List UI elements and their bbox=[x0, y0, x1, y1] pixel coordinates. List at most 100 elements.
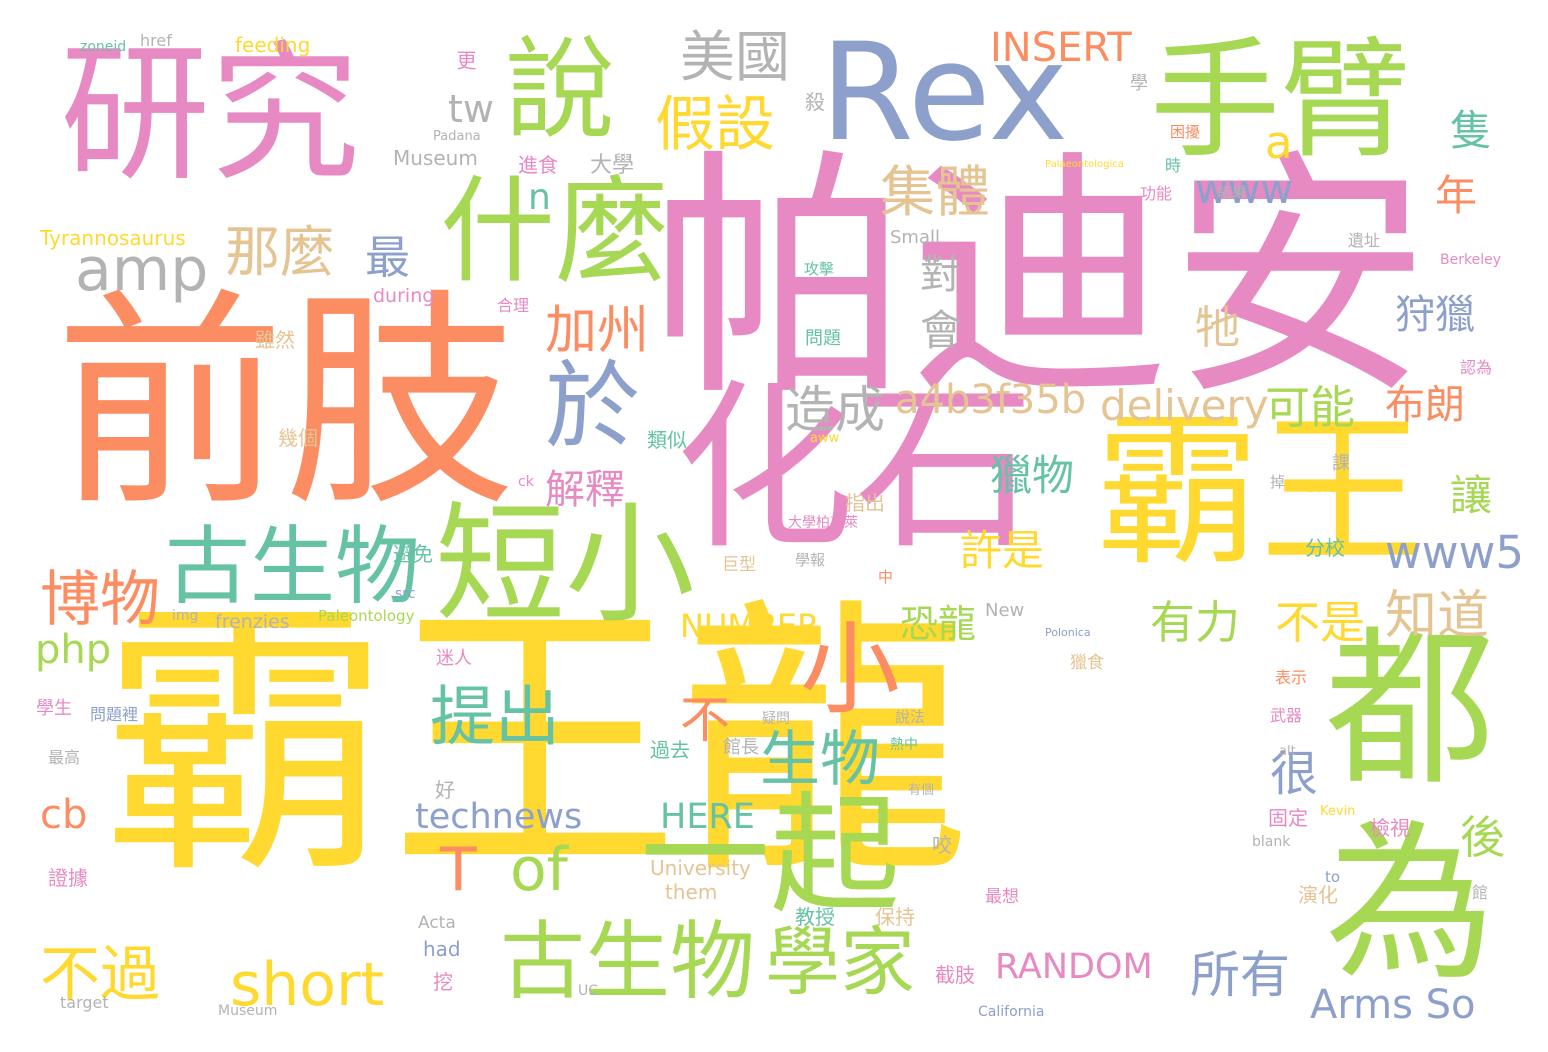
word-cloud-word: 會 bbox=[920, 306, 963, 355]
word-cloud-word: 恐龍 bbox=[900, 602, 977, 646]
word-cloud-word: Arms bbox=[488, 830, 535, 851]
word-cloud-word: 於 bbox=[545, 352, 641, 462]
word-cloud-word: to bbox=[1325, 868, 1341, 886]
word-cloud-word: 研究 bbox=[60, 28, 361, 202]
word-cloud-word: 巨型 bbox=[722, 555, 756, 575]
word-cloud-word: tw bbox=[448, 87, 494, 131]
word-cloud-word: technews bbox=[415, 797, 583, 837]
word-cloud-word: 許是 bbox=[960, 526, 1045, 575]
word-cloud-word: 咬 bbox=[932, 833, 952, 857]
word-cloud-word: Acta bbox=[418, 913, 456, 933]
word-cloud-word: 疑問 bbox=[762, 711, 790, 727]
word-cloud-word: 殺 bbox=[805, 90, 825, 114]
word-cloud-word: New bbox=[985, 600, 1025, 621]
word-cloud-word: 一起 bbox=[640, 779, 901, 931]
word-cloud-word: 館長 bbox=[723, 737, 759, 758]
word-cloud-word: Palaeontologica bbox=[1045, 159, 1124, 170]
word-cloud-word: feeding bbox=[235, 33, 311, 57]
word-cloud-word: 好 bbox=[435, 778, 455, 802]
word-cloud-word: 教授 bbox=[795, 905, 835, 929]
word-cloud-word: RANDOM bbox=[995, 947, 1153, 987]
word-cloud-word: 最高 bbox=[48, 748, 81, 767]
word-cloud-word: INSERT bbox=[990, 25, 1132, 71]
word-cloud-word: 布朗 bbox=[1385, 382, 1465, 428]
word-cloud-word: 最 bbox=[365, 231, 411, 284]
word-cloud-word: 類似 bbox=[647, 428, 687, 452]
word-cloud-word: 不是 bbox=[1275, 596, 1366, 649]
word-cloud-word: 古生物 bbox=[500, 913, 756, 1012]
word-cloud-word: 武器 bbox=[1270, 706, 1303, 725]
word-cloud-word: 指出 bbox=[845, 491, 885, 515]
word-cloud-word: blank bbox=[1252, 834, 1291, 850]
word-cloud-word: 困擾 bbox=[1170, 123, 1201, 141]
word-cloud-word: 說 bbox=[505, 26, 615, 154]
word-cloud-word: had bbox=[423, 937, 461, 961]
word-cloud-word: 隻 bbox=[1450, 106, 1493, 155]
word-cloud-word: cb bbox=[40, 792, 88, 838]
word-cloud-word: Polonica bbox=[1045, 626, 1091, 639]
word-cloud-word: 問題 bbox=[805, 328, 841, 349]
word-cloud-word: 學生 bbox=[36, 698, 72, 719]
word-cloud-word: delivery bbox=[1100, 381, 1269, 430]
word-cloud-word: 課 bbox=[1332, 453, 1350, 474]
word-cloud-word: 年 bbox=[1435, 171, 1478, 220]
word-cloud-word: 前肢 bbox=[55, 271, 516, 538]
word-cloud-word: aww bbox=[810, 431, 840, 446]
word-cloud-word: 霸王龍 bbox=[100, 576, 970, 913]
word-cloud-word: 後 bbox=[1460, 811, 1506, 864]
word-cloud-word: 學 bbox=[1130, 73, 1148, 94]
word-cloud-word: 學家 bbox=[765, 918, 916, 1006]
word-cloud-word: 學報 bbox=[795, 551, 826, 569]
word-cloud-word: 對 bbox=[920, 252, 960, 298]
word-cloud-word: 都 bbox=[1325, 611, 1496, 809]
word-cloud-word: during bbox=[373, 285, 435, 307]
word-cloud-word: NUMBER bbox=[680, 607, 820, 645]
word-cloud-word: frenzies bbox=[215, 611, 290, 633]
word-cloud-word: 狩獵 bbox=[1395, 292, 1475, 338]
word-cloud-word: Small bbox=[890, 227, 940, 248]
word-cloud-word: 可能 bbox=[1265, 381, 1356, 434]
word-cloud-word: Rex bbox=[820, 14, 1069, 171]
word-cloud-word: 大學 bbox=[590, 153, 635, 178]
word-cloud-word: 進食 bbox=[518, 153, 558, 177]
word-cloud-word: 獵食 bbox=[1070, 653, 1104, 673]
word-cloud-word: a4b3f35b bbox=[895, 377, 1087, 423]
word-cloud-word: href bbox=[140, 31, 172, 50]
word-cloud-word: 解釋 bbox=[545, 467, 625, 513]
word-cloud-word: 生物 bbox=[760, 725, 880, 795]
word-cloud-word: 檢視 bbox=[1370, 816, 1410, 840]
word-cloud-word: 挖 bbox=[433, 970, 453, 994]
word-cloud-word: a bbox=[1265, 116, 1293, 169]
word-cloud-word: 獵物 bbox=[990, 451, 1075, 500]
word-cloud-word: 短小 bbox=[435, 489, 696, 641]
word-cloud-word: 證據 bbox=[48, 866, 88, 890]
word-cloud-word: www bbox=[1195, 167, 1294, 213]
word-cloud-word: 過去 bbox=[650, 738, 690, 762]
word-cloud-word: 什麼 bbox=[440, 165, 671, 299]
word-cloud-word: 有力 bbox=[1150, 596, 1241, 649]
word-cloud-word: ck bbox=[518, 474, 534, 490]
word-cloud-word: 牠 bbox=[1195, 301, 1241, 354]
word-cloud-word: 提出 bbox=[430, 680, 561, 755]
word-cloud-word: 小 bbox=[800, 611, 900, 728]
word-cloud-word: www5 bbox=[1385, 526, 1525, 579]
word-cloud-word: 帕迪安 bbox=[650, 129, 1430, 431]
word-cloud-word: 所有 bbox=[1190, 946, 1290, 1004]
word-cloud-word: 霸王 bbox=[1095, 396, 1425, 588]
word-cloud-word: 那麼 bbox=[225, 220, 336, 284]
word-cloud-word: 保持 bbox=[875, 905, 915, 929]
word-cloud-word: Paleontology bbox=[318, 607, 415, 625]
word-cloud-word: Arms So bbox=[1310, 982, 1476, 1028]
word-cloud-word: 認為 bbox=[1460, 358, 1493, 377]
word-cloud-word: 截肢 bbox=[935, 963, 975, 987]
word-cloud-word: target bbox=[60, 993, 109, 1012]
word-cloud-word: 更 bbox=[453, 50, 477, 70]
word-cloud-word: 博物 bbox=[40, 565, 160, 635]
word-cloud-word: 演化 bbox=[1298, 883, 1338, 907]
word-cloud-word: Museum bbox=[218, 1003, 278, 1019]
word-cloud-word: n bbox=[528, 177, 551, 218]
word-cloud-word: 熱中 bbox=[890, 737, 918, 753]
word-cloud-word: 幾個 bbox=[278, 426, 318, 450]
word-cloud-word: 古生物 bbox=[165, 518, 421, 617]
